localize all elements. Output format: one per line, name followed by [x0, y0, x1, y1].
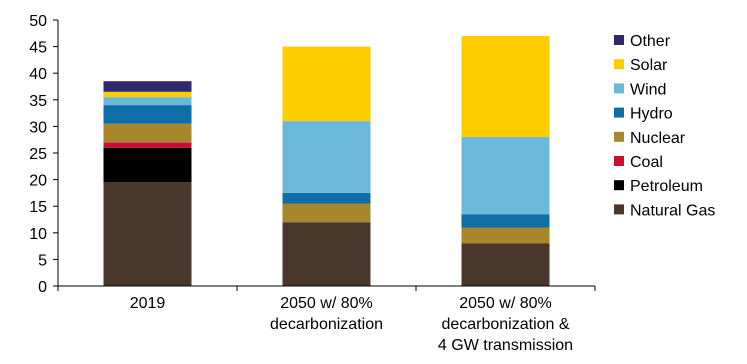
bar-segment-nuclear-1 — [282, 203, 371, 223]
x-category-label-1-line-1: decarbonization — [270, 316, 383, 333]
legend-swatch-nuclear — [614, 131, 624, 142]
bar-segment-solar-1 — [282, 46, 371, 122]
axes-group: 0 5 10 15 20 25 30 35 40 45 50 2019 2050 w/ 80% decar… — [29, 13, 596, 354]
legend-swatch-natural-gas — [614, 204, 624, 215]
y-tick-label-15: 15 — [29, 199, 47, 216]
y-tick-label-0: 0 — [38, 279, 47, 296]
y-tick-label-35: 35 — [29, 93, 47, 110]
bar-segment-natural-gas-1 — [282, 222, 371, 286]
y-tick-label-25: 25 — [29, 146, 47, 163]
y-tick-label-40: 40 — [29, 66, 47, 83]
bar-segment-solar-0 — [103, 91, 192, 98]
legend-swatch-other — [614, 35, 624, 45]
bar-segment-hydro-1 — [282, 192, 371, 204]
legend-swatch-coal — [614, 156, 624, 166]
bar-segment-natural-gas-0 — [103, 182, 192, 286]
x-category-label-1-line-0: 2050 w/ 80% — [280, 295, 373, 312]
bar-segment-solar-2 — [461, 36, 550, 138]
bar-segment-wind-2 — [461, 137, 550, 215]
bar-segment-wind-0 — [103, 97, 192, 106]
legend-swatch-petroleum — [614, 180, 624, 191]
bar-segment-other-0 — [103, 81, 192, 92]
x-category-label-2-line-1: decarbonization & — [441, 316, 569, 333]
legend-label-wind: Wind — [630, 81, 666, 98]
bar-segment-nuclear-2 — [461, 227, 550, 244]
legend-label-nuclear: Nuclear — [630, 130, 686, 147]
legend-label-hydro: Hydro — [630, 106, 673, 123]
legend-label-petroleum: Petroleum — [630, 178, 703, 195]
legend: Other Solar Wind Hydro Nuclear Coal Petroleum N… — [614, 33, 715, 219]
bar-segment-hydro-0 — [103, 105, 192, 124]
x-category-label-2-line-2: 4 GW transmission — [438, 337, 573, 354]
legend-swatch-hydro — [614, 107, 624, 118]
legend-label-natural-gas: Natural Gas — [630, 202, 715, 219]
bar-segment-nuclear-0 — [103, 123, 192, 143]
y-tick-label-30: 30 — [29, 119, 47, 136]
bar-segment-coal-0 — [103, 142, 192, 148]
bars-group — [103, 36, 550, 286]
y-tick-label-20: 20 — [29, 173, 47, 190]
legend-swatch-solar — [614, 59, 624, 70]
legend-label-coal: Coal — [630, 154, 663, 171]
bar-segment-hydro-2 — [461, 214, 550, 228]
legend-swatch-wind — [614, 83, 624, 94]
bar-segment-petroleum-0 — [103, 147, 192, 183]
x-category-label-0-line-0: 2019 — [130, 295, 166, 312]
legend-label-solar: Solar — [630, 57, 668, 74]
bar-segment-natural-gas-2 — [461, 243, 550, 286]
y-tick-label-50: 50 — [29, 13, 47, 30]
y-tick-label-45: 45 — [29, 40, 47, 57]
y-tick-label-5: 5 — [38, 252, 47, 269]
bar-segment-wind-1 — [282, 121, 371, 193]
y-tick-label-10: 10 — [29, 226, 47, 243]
x-category-label-2-line-0: 2050 w/ 80% — [459, 295, 552, 312]
legend-label-other: Other — [630, 33, 671, 50]
